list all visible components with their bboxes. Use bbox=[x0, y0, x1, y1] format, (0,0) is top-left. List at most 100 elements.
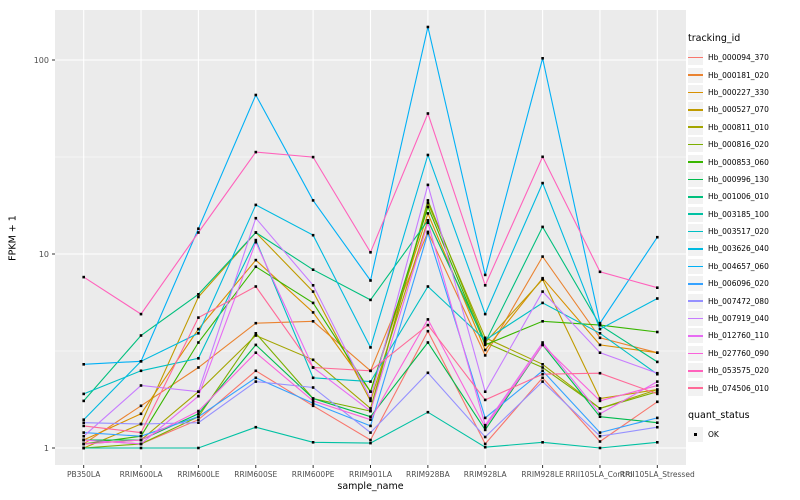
data-point bbox=[311, 366, 315, 369]
legend-key-swatch bbox=[688, 311, 703, 327]
data-point bbox=[483, 273, 487, 277]
data-point bbox=[598, 431, 602, 434]
data-point bbox=[656, 235, 659, 239]
data-point bbox=[254, 351, 258, 354]
data-point bbox=[197, 421, 200, 424]
data-point bbox=[82, 424, 85, 428]
data-point bbox=[139, 442, 143, 446]
legend-item-label: Hb_004657_060 bbox=[708, 261, 769, 271]
legend-key-swatch bbox=[688, 328, 703, 344]
data-point bbox=[369, 441, 372, 445]
legend-line-icon bbox=[688, 265, 703, 268]
data-point bbox=[254, 285, 258, 288]
data-point bbox=[197, 327, 200, 331]
data-point bbox=[197, 366, 200, 369]
legend-line-icon bbox=[688, 352, 703, 355]
data-point bbox=[483, 416, 487, 420]
data-point bbox=[254, 216, 258, 220]
x-tick-label: RRIM600LA bbox=[120, 470, 164, 479]
legend-line-icon bbox=[688, 196, 703, 198]
data-point bbox=[426, 212, 430, 215]
data-point bbox=[197, 418, 200, 421]
data-point bbox=[426, 183, 430, 187]
data-point bbox=[541, 155, 544, 159]
data-point bbox=[483, 312, 487, 316]
data-point bbox=[197, 394, 200, 398]
data-point bbox=[311, 311, 315, 314]
data-point bbox=[311, 155, 315, 159]
data-point bbox=[254, 332, 258, 335]
legend-item-Hb_053575_020: Hb_053575_020 bbox=[688, 362, 800, 379]
data-point bbox=[656, 416, 659, 420]
data-point bbox=[254, 334, 258, 337]
legend-key-swatch bbox=[688, 189, 703, 205]
data-point bbox=[541, 225, 544, 229]
data-point bbox=[598, 412, 602, 416]
legend-item-label: Hb_003626_040 bbox=[708, 244, 769, 254]
data-point bbox=[139, 422, 143, 426]
legend-item-label: Hb_012760_110 bbox=[708, 331, 769, 341]
data-point bbox=[426, 221, 430, 224]
data-point bbox=[483, 338, 487, 342]
data-point bbox=[139, 434, 143, 438]
data-point bbox=[483, 348, 487, 352]
data-point bbox=[139, 384, 143, 387]
legend-key-swatch bbox=[688, 119, 703, 135]
legend-item-label: Hb_000853_060 bbox=[708, 157, 769, 167]
data-point bbox=[541, 57, 544, 60]
legend-item-label: Hb_000811_010 bbox=[708, 122, 769, 132]
legend-item-label: Hb_001006_010 bbox=[708, 192, 769, 202]
data-point bbox=[541, 376, 544, 380]
legend-line-icon bbox=[688, 109, 703, 111]
data-point bbox=[254, 376, 258, 380]
data-point bbox=[139, 369, 143, 373]
data-point bbox=[254, 238, 258, 242]
data-point bbox=[426, 285, 430, 288]
data-point bbox=[254, 203, 258, 207]
x-tick-label: RRIM600LE bbox=[177, 470, 220, 479]
legend-key-swatch bbox=[688, 154, 703, 170]
legend-item-Hb_000094_370: Hb_000094_370 bbox=[688, 49, 800, 66]
data-point bbox=[598, 407, 602, 410]
data-point bbox=[254, 369, 258, 373]
data-point bbox=[254, 93, 258, 97]
data-point bbox=[656, 286, 659, 289]
y-tick-label: 1 bbox=[44, 444, 49, 453]
legend-key-swatch bbox=[688, 363, 703, 379]
data-point bbox=[82, 399, 85, 403]
legend-item-Hb_001006_010: Hb_001006_010 bbox=[688, 188, 800, 205]
data-point bbox=[82, 275, 85, 279]
data-point bbox=[483, 284, 487, 287]
legend-title-quant-status: quant_status bbox=[688, 409, 750, 421]
legend-item-Hb_003517_020: Hb_003517_020 bbox=[688, 223, 800, 240]
x-tick-label: RRII105LA_Control bbox=[565, 470, 635, 479]
data-point bbox=[369, 279, 372, 282]
data-point bbox=[311, 376, 315, 380]
data-point bbox=[541, 278, 544, 281]
legend-item-label: Hb_007919_040 bbox=[708, 314, 769, 324]
data-point bbox=[541, 380, 544, 383]
data-point bbox=[656, 400, 659, 404]
legend-key-swatch bbox=[688, 224, 703, 240]
legend-item-label: OK bbox=[708, 430, 719, 439]
legend-item-Hb_000816_020: Hb_000816_020 bbox=[688, 136, 800, 153]
x-tick-label: RRIM928BA bbox=[406, 470, 451, 479]
data-point bbox=[254, 343, 258, 347]
legend-line-icon bbox=[688, 230, 703, 233]
data-point bbox=[598, 270, 602, 274]
data-point bbox=[254, 321, 258, 325]
legend-item-label: Hb_006096_020 bbox=[708, 279, 769, 289]
data-point bbox=[197, 357, 200, 360]
data-point bbox=[598, 343, 602, 347]
data-point bbox=[311, 301, 315, 305]
legend-key-swatch bbox=[688, 276, 703, 292]
data-point bbox=[426, 410, 430, 414]
data-point bbox=[656, 388, 659, 391]
data-point bbox=[483, 425, 487, 429]
data-point bbox=[426, 205, 430, 209]
data-point bbox=[311, 404, 315, 408]
data-point bbox=[426, 341, 430, 344]
legend-item-label: Hb_000816_020 bbox=[708, 140, 769, 150]
x-tick-label: RRII105LA_Stressed bbox=[620, 470, 695, 479]
